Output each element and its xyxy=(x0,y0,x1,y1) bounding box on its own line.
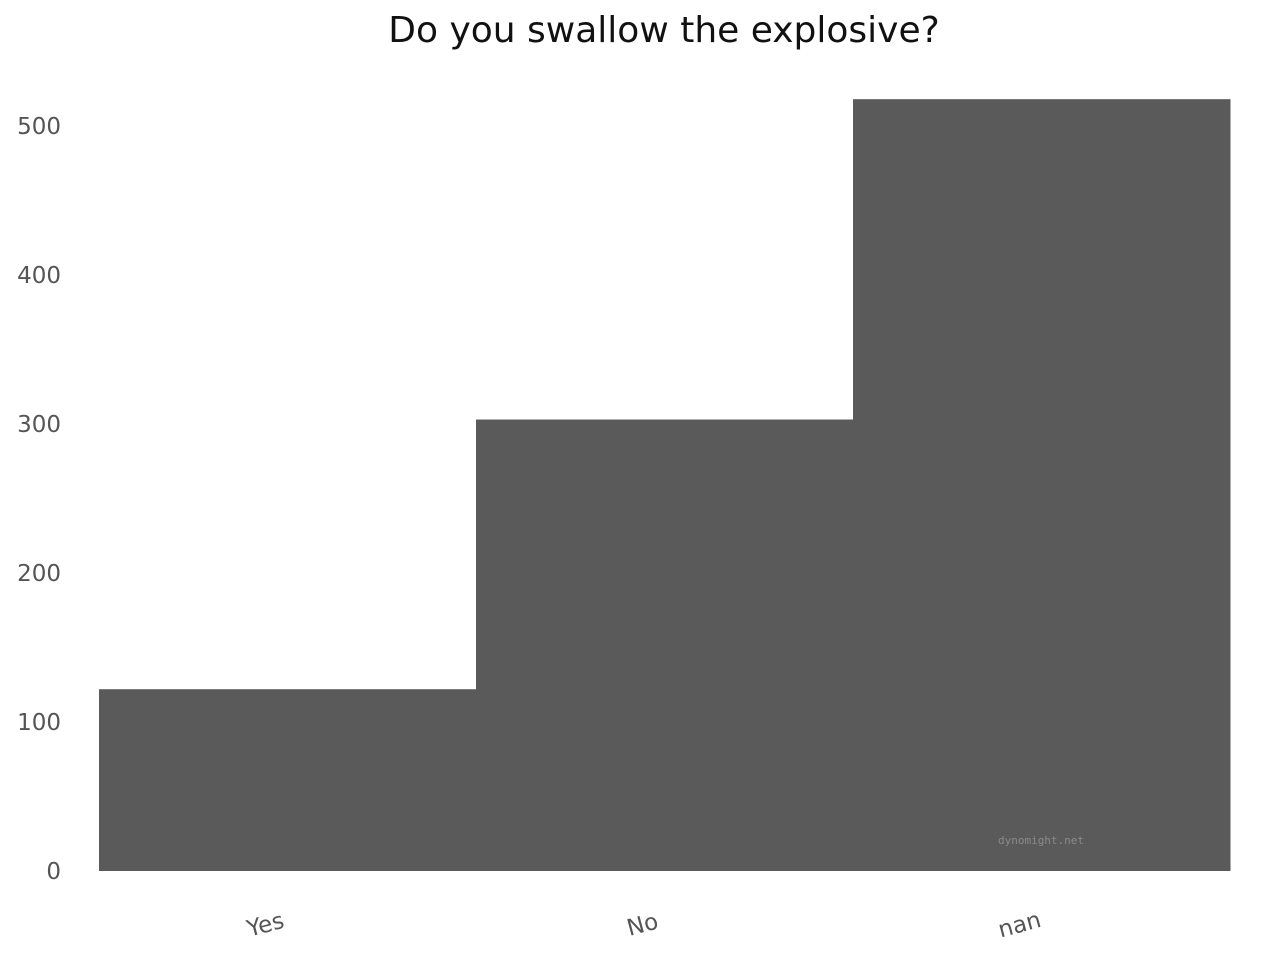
y-tick-label: 0 xyxy=(46,859,61,885)
bar-yes xyxy=(99,689,477,871)
bar-nan xyxy=(853,99,1231,872)
bar-no xyxy=(476,419,854,871)
bars-group xyxy=(99,99,1231,872)
y-tick-label: 400 xyxy=(17,263,61,289)
y-axis-ticks: 0 100 200 300 400 500 xyxy=(17,114,61,885)
y-tick-label: 300 xyxy=(17,412,61,438)
chart-title: Do you swallow the explosive? xyxy=(388,10,940,51)
x-tick-label: nan xyxy=(995,907,1044,943)
y-tick-label: 100 xyxy=(17,710,61,736)
y-tick-label: 500 xyxy=(17,114,61,140)
x-axis-ticks: Yes No nan xyxy=(243,907,1044,943)
x-tick-label: No xyxy=(624,909,661,942)
y-tick-label: 200 xyxy=(17,561,61,587)
x-tick-label: Yes xyxy=(243,908,287,943)
watermark: dynomight.net xyxy=(998,834,1084,847)
